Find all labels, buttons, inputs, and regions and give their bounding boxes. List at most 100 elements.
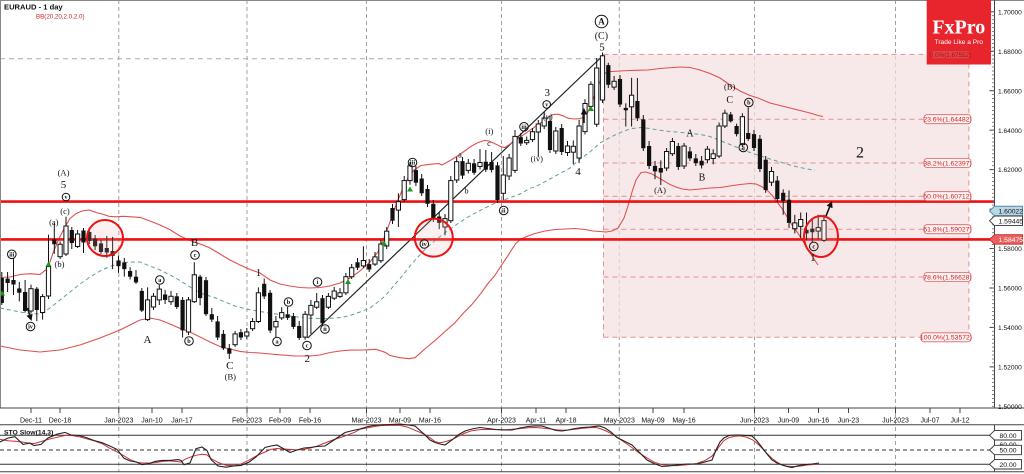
svg-text:(B): (B) <box>225 371 237 381</box>
svg-text:50.0%(1.60712): 50.0%(1.60712) <box>923 194 971 201</box>
svg-text:(v): (v) <box>543 112 553 122</box>
svg-text:Jun-2023: Jun-2023 <box>740 417 769 424</box>
svg-text:C: C <box>726 95 733 106</box>
svg-text:B: B <box>699 173 706 184</box>
svg-text:v: v <box>545 103 548 109</box>
svg-text:May-2023: May-2023 <box>604 417 635 424</box>
svg-text:Dec-18: Dec-18 <box>49 417 72 424</box>
svg-text:a: a <box>158 277 161 284</box>
svg-text:1.64000: 1.64000 <box>998 128 1022 135</box>
svg-text:A: A <box>144 334 152 346</box>
svg-text:1.66000: 1.66000 <box>998 88 1022 95</box>
svg-text:(b): (b) <box>55 259 65 269</box>
svg-text:2: 2 <box>856 145 864 162</box>
svg-text:1.58475: 1.58475 <box>999 237 1024 244</box>
svg-text:1.56000: 1.56000 <box>998 286 1022 293</box>
svg-text:(C): (C) <box>595 31 608 42</box>
svg-text:Jul-2023: Jul-2023 <box>882 417 909 424</box>
svg-text:b: b <box>464 185 468 195</box>
svg-text:a: a <box>275 339 278 346</box>
svg-text:B: B <box>191 237 198 249</box>
svg-text:b: b <box>287 299 291 306</box>
svg-text:c: c <box>194 252 197 259</box>
svg-text:i: i <box>317 279 319 286</box>
svg-text:61.8%(1.59027): 61.8%(1.59027) <box>923 227 971 234</box>
svg-text:20.00: 20.00 <box>1000 462 1017 469</box>
svg-text:c: c <box>812 244 815 251</box>
svg-text:b: b <box>747 100 751 107</box>
svg-text:(c): (c) <box>60 206 70 216</box>
svg-text:5: 5 <box>599 42 605 54</box>
svg-text:iii: iii <box>410 160 415 167</box>
svg-text:(A): (A) <box>58 168 70 178</box>
svg-text:1.52000: 1.52000 <box>998 365 1022 372</box>
svg-text:1.59445: 1.59445 <box>999 219 1024 226</box>
svg-text:v: v <box>65 195 68 201</box>
svg-text:Jun-16: Jun-16 <box>808 417 830 424</box>
svg-text:1.70000: 1.70000 <box>998 9 1022 16</box>
svg-text:EURAUD - 1 day: EURAUD - 1 day <box>4 3 63 12</box>
svg-text:1.50000: 1.50000 <box>998 404 1022 411</box>
svg-text:Mar-2023: Mar-2023 <box>352 417 382 424</box>
svg-text:5: 5 <box>61 179 67 191</box>
svg-text:FxPro: FxPro <box>932 17 985 39</box>
svg-text:Feb-2023: Feb-2023 <box>232 417 262 424</box>
svg-text:Mar-16: Mar-16 <box>419 417 441 424</box>
svg-text:1: 1 <box>810 252 816 264</box>
svg-text:0.0%(1.67552): 0.0%(1.67552) <box>930 52 971 59</box>
svg-text:(i): (i) <box>485 126 493 136</box>
svg-text:Apr-18: Apr-18 <box>555 417 576 424</box>
svg-text:(B): (B) <box>724 81 736 91</box>
svg-text:ii: ii <box>323 326 327 333</box>
svg-text:50.00: 50.00 <box>1000 448 1017 455</box>
svg-text:a: a <box>458 150 462 160</box>
svg-text:38.2%(1.62397): 38.2%(1.62397) <box>923 160 971 167</box>
svg-text:Mar-09: Mar-09 <box>389 417 411 424</box>
svg-text:1: 1 <box>256 267 262 279</box>
svg-text:C: C <box>226 360 233 372</box>
svg-text:a: a <box>742 145 745 152</box>
svg-text:(a): (a) <box>49 217 59 227</box>
svg-text:b: b <box>187 338 191 345</box>
svg-text:23.6%(1.64482): 23.6%(1.64482) <box>923 117 971 124</box>
svg-text:Dec-11: Dec-11 <box>20 417 42 424</box>
svg-text:Jan-2023: Jan-2023 <box>104 417 133 424</box>
svg-text:iv: iv <box>28 324 34 331</box>
svg-text:Jan-10: Jan-10 <box>141 417 163 424</box>
svg-text:2: 2 <box>304 353 310 365</box>
svg-text:80.00: 80.00 <box>1000 433 1017 440</box>
svg-text:100.0%(1.53572): 100.0%(1.53572) <box>920 335 972 342</box>
svg-text:May-09: May-09 <box>641 417 664 424</box>
svg-text:Jan-17: Jan-17 <box>171 417 193 424</box>
svg-text:3: 3 <box>545 87 551 99</box>
svg-text:1.54000: 1.54000 <box>998 325 1022 332</box>
svg-text:Jul-07: Jul-07 <box>920 417 939 424</box>
svg-text:Trade Like a Pro: Trade Like a Pro <box>935 39 984 46</box>
svg-text:Jun-09: Jun-09 <box>778 417 800 424</box>
svg-text:iv: iv <box>422 241 428 248</box>
svg-text:c: c <box>306 343 309 350</box>
svg-text:BB(20,20,2.0,2.0): BB(20,20,2.0,2.0) <box>36 14 85 21</box>
svg-text:Apr-11: Apr-11 <box>526 417 547 424</box>
svg-text:May-16: May-16 <box>672 417 695 424</box>
svg-text:Feb-09: Feb-09 <box>269 417 291 424</box>
svg-text:Jun-23: Jun-23 <box>838 417 860 424</box>
svg-text:iii: iii <box>521 124 526 131</box>
svg-text:ii: ii <box>502 208 506 215</box>
svg-text:1.58000: 1.58000 <box>998 246 1022 253</box>
svg-text:A: A <box>598 17 605 27</box>
svg-text:iii: iii <box>9 251 14 258</box>
svg-text:1.62000: 1.62000 <box>998 167 1022 174</box>
svg-text:c: c <box>487 138 491 148</box>
svg-text:Jul-12: Jul-12 <box>950 417 969 424</box>
svg-text:(iv): (iv) <box>531 153 543 163</box>
svg-text:Apr-2023: Apr-2023 <box>487 417 516 424</box>
svg-text:A: A <box>686 129 694 140</box>
svg-text:4: 4 <box>575 166 581 178</box>
svg-text:1.68000: 1.68000 <box>998 49 1022 56</box>
svg-text:(A): (A) <box>654 185 666 195</box>
svg-text:78.6%(1.56628): 78.6%(1.56628) <box>923 274 971 281</box>
svg-text:STO Slow(14,3): STO Slow(14,3) <box>4 430 53 437</box>
svg-text:Feb-16: Feb-16 <box>299 417 321 424</box>
svg-text:1.60022: 1.60022 <box>999 209 1024 216</box>
